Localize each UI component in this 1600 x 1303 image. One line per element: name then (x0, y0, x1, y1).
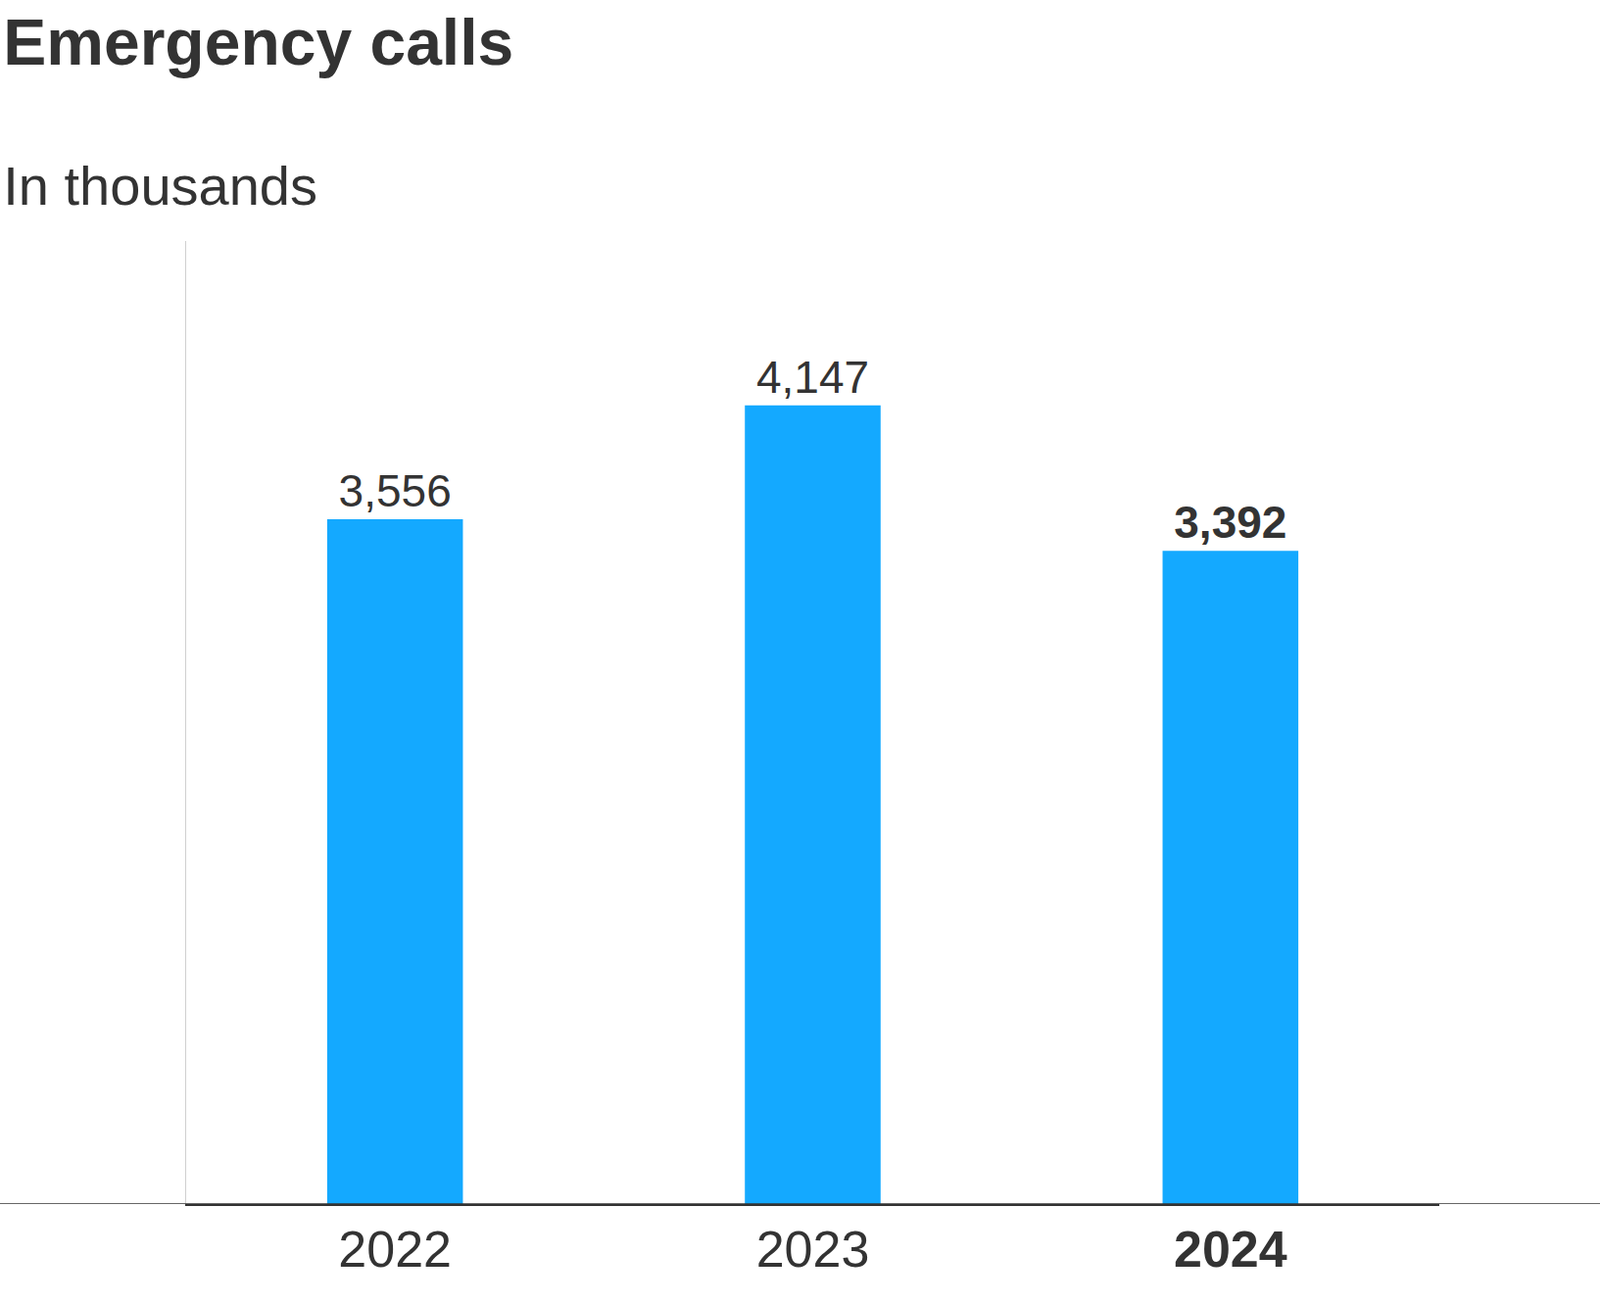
svg-text:2022: 2022 (338, 1220, 452, 1278)
svg-text:4,147: 4,147 (756, 351, 870, 403)
svg-text:2023: 2023 (756, 1220, 871, 1278)
svg-text:In thousands: In thousands (2, 154, 318, 217)
svg-text:2024: 2024 (1173, 1220, 1288, 1278)
svg-text:Emergency calls: Emergency calls (2, 5, 514, 79)
svg-text:3,556: 3,556 (339, 465, 452, 517)
svg-text:3,392: 3,392 (1173, 496, 1287, 548)
